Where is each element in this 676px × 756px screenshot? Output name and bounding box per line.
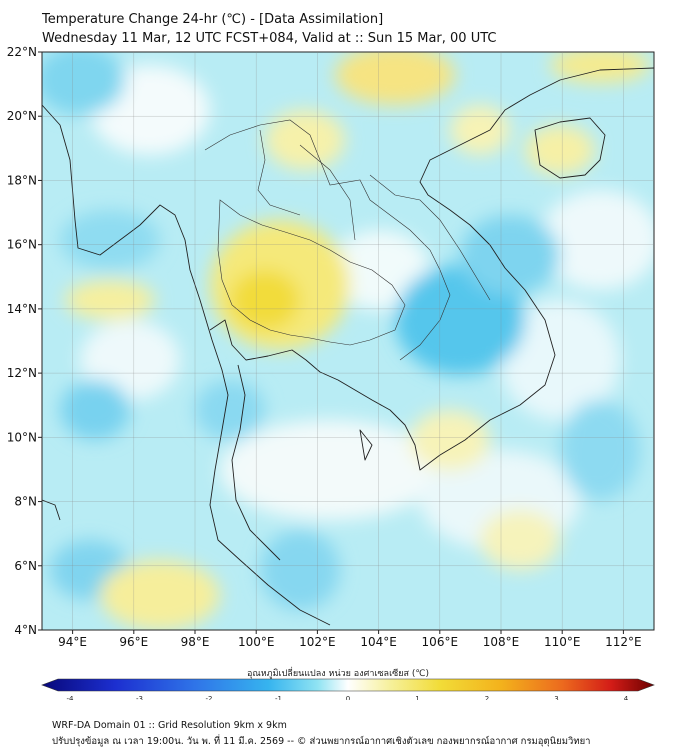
colorbar-tick-label: -1 <box>275 695 282 700</box>
latitude-label: 14°N <box>7 302 37 316</box>
colorbar-tick-label: -4 <box>67 695 75 700</box>
longitude-label: 112°E <box>605 635 642 649</box>
colorbar-ticks: -4 -3 -2 -1 0 1 2 3 4 <box>67 695 629 700</box>
colorbar-tick-label: -2 <box>206 695 213 700</box>
longitude-label: 110°E <box>544 635 581 649</box>
colorbar-tick-label: 4 <box>624 695 629 700</box>
map-title: Temperature Change 24-hr (℃) - [Data Ass… <box>42 12 384 27</box>
latitude-label: 4°N <box>14 623 37 637</box>
colorbar-tick-label: 2 <box>485 695 489 700</box>
latitude-label: 16°N <box>7 238 37 252</box>
colorbar <box>41 678 655 692</box>
longitude-label: 98°E <box>181 635 210 649</box>
temperature-field <box>42 52 654 630</box>
longitude-label: 106°E <box>422 635 459 649</box>
latitude-label: 6°N <box>14 559 37 573</box>
latitude-label: 8°N <box>14 495 37 509</box>
longitude-label: 104°E <box>360 635 397 649</box>
longitude-label: 96°E <box>119 635 148 649</box>
longitude-labels: 94°E 96°E 98°E 100°E 102°E 104°E 106°E 108°E 110… <box>58 630 642 649</box>
temperature-change-map: 22°N 20°N 18°N 16°N 14°N 12°N 10°N 8°N 6°N 4°N 94… <box>7 45 655 700</box>
map-subtitle: Wednesday 11 Mar, 12 UTC FCST+084, Valid… <box>42 31 497 46</box>
longitude-label: 100°E <box>238 635 275 649</box>
latitude-labels: 22°N 20°N 18°N 16°N 14°N 12°N 10°N 8°N 6°N 4°N <box>7 45 42 637</box>
longitude-label: 108°E <box>483 635 520 649</box>
colorbar-title: อุณหภูมิเปลี่ยนแปลง หน่วย องศาเซลเซียส (… <box>246 669 430 679</box>
map-frame <box>41 51 655 631</box>
latitude-label: 22°N <box>7 45 37 59</box>
latitude-label: 20°N <box>7 109 37 123</box>
footer-update-info: ปรับปรุงข้อมูล ณ เวลา 19:00น. วัน พ. ที่… <box>52 736 591 747</box>
latitude-label: 18°N <box>7 173 37 187</box>
graticule <box>42 52 654 630</box>
colorbar-tick-label: 3 <box>554 695 558 700</box>
footer-model-info: WRF-DA Domain 01 :: Grid Resolution 9km … <box>52 720 287 731</box>
colorbar-tick-label: 0 <box>346 695 350 700</box>
colorbar-tick-label: 1 <box>415 695 419 700</box>
longitude-label: 94°E <box>58 635 87 649</box>
colorbar-tick-label: -3 <box>136 695 143 700</box>
latitude-label: 10°N <box>7 430 37 444</box>
longitude-label: 102°E <box>299 635 336 649</box>
latitude-label: 12°N <box>7 366 37 380</box>
